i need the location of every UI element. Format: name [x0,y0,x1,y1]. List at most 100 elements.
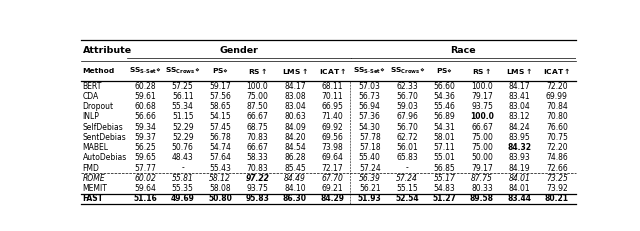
Text: 51.27: 51.27 [433,194,456,203]
Text: 60.68: 60.68 [134,102,156,111]
Text: 60.02: 60.02 [134,174,156,183]
Text: 84.20: 84.20 [284,133,306,142]
Text: 84.17: 84.17 [284,82,306,91]
Text: 56.85: 56.85 [434,164,456,173]
Text: 79.17: 79.17 [471,92,493,101]
Text: Gender: Gender [220,46,259,55]
Text: 51.93: 51.93 [358,194,381,203]
Text: 65.83: 65.83 [396,153,418,162]
Text: 55.46: 55.46 [434,102,456,111]
Text: $\mathbf{RS}$$\mathbf{\uparrow}$: $\mathbf{RS}$$\mathbf{\uparrow}$ [248,66,268,76]
Text: 83.44: 83.44 [508,194,531,203]
Text: $\mathbf{PS}$$\mathbf{\diamond}$: $\mathbf{PS}$$\mathbf{\diamond}$ [436,66,453,75]
Text: 56.70: 56.70 [396,123,418,132]
Text: 57.11: 57.11 [434,143,456,152]
Text: $\mathbf{LMS}$$\mathbf{\uparrow}$: $\mathbf{LMS}$$\mathbf{\uparrow}$ [282,66,308,76]
Text: 56.21: 56.21 [359,184,381,193]
Text: MABEL: MABEL [83,143,109,152]
Text: 83.12: 83.12 [509,112,530,121]
Text: 84.32: 84.32 [508,143,531,152]
Text: 56.60: 56.60 [434,82,456,91]
Text: AutoDebias: AutoDebias [83,153,127,162]
Text: 72.20: 72.20 [546,82,568,91]
Text: 57.36: 57.36 [359,112,381,121]
Text: 54.83: 54.83 [434,184,456,193]
Text: 93.75: 93.75 [471,102,493,111]
Text: 83.95: 83.95 [509,133,531,142]
Text: 66.95: 66.95 [321,102,343,111]
Text: 72.66: 72.66 [546,164,568,173]
Text: 62.33: 62.33 [396,82,418,91]
Text: 93.75: 93.75 [246,184,269,193]
Text: 55.17: 55.17 [434,174,456,183]
Text: 85.45: 85.45 [284,164,306,173]
Text: 86.28: 86.28 [284,153,306,162]
Text: 55.35: 55.35 [172,184,194,193]
Text: 57.24: 57.24 [359,164,381,173]
Text: 56.94: 56.94 [359,102,381,111]
Text: 80.63: 80.63 [284,112,306,121]
Text: 69.56: 69.56 [321,133,343,142]
Text: 87.75: 87.75 [471,174,493,183]
Text: 48.43: 48.43 [172,153,194,162]
Text: 62.72: 62.72 [396,133,418,142]
Text: Attribute: Attribute [83,46,132,55]
Text: 59.34: 59.34 [134,123,156,132]
Text: 50.76: 50.76 [172,143,194,152]
Text: 74.86: 74.86 [546,153,568,162]
Text: $\mathbf{PS}$$\mathbf{\diamond}$: $\mathbf{PS}$$\mathbf{\diamond}$ [212,66,228,75]
Text: 75.00: 75.00 [471,133,493,142]
Text: 50.80: 50.80 [208,194,232,203]
Text: 84.29: 84.29 [321,194,344,203]
Text: 54.15: 54.15 [209,112,231,121]
Text: 52.29: 52.29 [172,133,193,142]
Text: 68.75: 68.75 [246,123,268,132]
Text: 72.17: 72.17 [321,164,343,173]
Text: 73.92: 73.92 [546,184,568,193]
Text: 56.39: 56.39 [359,174,381,183]
Text: 68.11: 68.11 [322,82,343,91]
Text: 58.12: 58.12 [209,174,231,183]
Text: 75.00: 75.00 [246,92,269,101]
Text: 58.33: 58.33 [246,153,268,162]
Text: 100.0: 100.0 [471,82,493,91]
Text: Race: Race [451,46,476,55]
Text: 76.60: 76.60 [546,123,568,132]
Text: 89.58: 89.58 [470,194,494,203]
Text: 49.69: 49.69 [171,194,195,203]
Text: Dropout: Dropout [83,102,114,111]
Text: 59.17: 59.17 [209,82,231,91]
Text: 55.81: 55.81 [172,174,194,183]
Text: 51.16: 51.16 [134,194,157,203]
Text: 54.74: 54.74 [209,143,231,152]
Text: 100.0: 100.0 [246,82,268,91]
Text: 57.45: 57.45 [209,123,231,132]
Text: Method: Method [83,68,115,74]
Text: 70.83: 70.83 [246,133,268,142]
Text: 57.18: 57.18 [359,143,381,152]
Text: 84.10: 84.10 [284,184,306,193]
Text: 57.56: 57.56 [209,92,231,101]
Text: 54.30: 54.30 [359,123,381,132]
Text: 56.66: 56.66 [134,112,156,121]
Text: 56.01: 56.01 [396,143,418,152]
Text: 56.78: 56.78 [209,133,231,142]
Text: 57.78: 57.78 [359,133,381,142]
Text: 72.20: 72.20 [546,143,568,152]
Text: 51.15: 51.15 [172,112,193,121]
Text: 56.25: 56.25 [134,143,156,152]
Text: 59.65: 59.65 [134,153,156,162]
Text: 84.24: 84.24 [509,123,530,132]
Text: MEMIT: MEMIT [83,184,108,193]
Text: $\mathbf{RS}$$\mathbf{\uparrow}$: $\mathbf{RS}$$\mathbf{\uparrow}$ [472,66,492,76]
Text: 70.75: 70.75 [546,133,568,142]
Text: 54.36: 54.36 [434,92,456,101]
Text: 69.21: 69.21 [321,184,343,193]
Text: 84.49: 84.49 [284,174,306,183]
Text: 84.19: 84.19 [509,164,530,173]
Text: FAST: FAST [83,194,104,203]
Text: 66.67: 66.67 [246,112,269,121]
Text: FMD: FMD [83,164,99,173]
Text: 70.84: 70.84 [546,102,568,111]
Text: $\mathbf{SS_{Crows}}$$\mathbf{\diamond}$: $\mathbf{SS_{Crows}}$$\mathbf{\diamond}$ [165,66,200,76]
